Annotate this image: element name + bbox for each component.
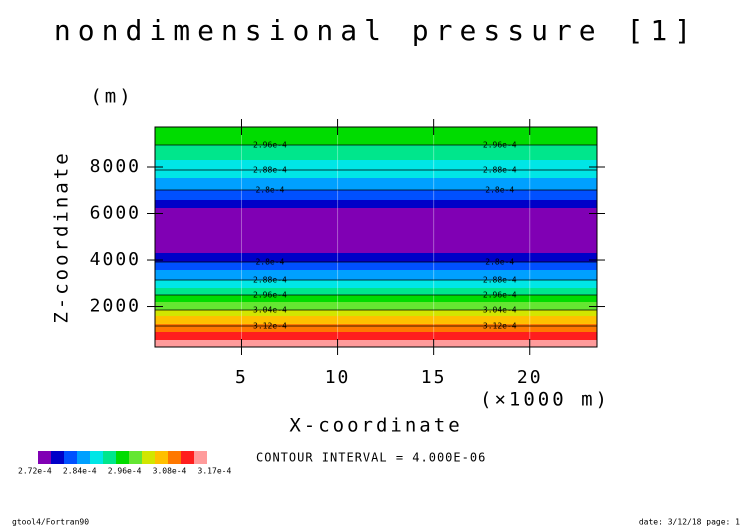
contour-band [155, 127, 597, 145]
contour-label: 3.04e-4 [483, 306, 517, 315]
contour-label: 2.96e-4 [253, 141, 287, 150]
contour-band [155, 332, 597, 340]
colorbar-swatch [64, 451, 77, 464]
contour-label: 2.88e-4 [253, 166, 287, 175]
y-tick-label: 8000 [90, 156, 141, 177]
contour-band [155, 190, 597, 200]
contour-interval: CONTOUR INTERVAL = 4.000E-06 [256, 451, 486, 465]
contour-band [155, 280, 597, 288]
contour-label: 2.8e-4 [485, 186, 514, 195]
colorbar-swatch [90, 451, 103, 464]
x-tick-label: 5 [235, 367, 248, 388]
colorbar-swatch [116, 451, 129, 464]
colorbar-swatch [129, 451, 142, 464]
contour-label: 2.8e-4 [255, 258, 284, 267]
plot-frame [154, 126, 598, 348]
contour-band [155, 270, 597, 280]
colorbar-label: 2.72e-4 [18, 467, 52, 476]
contour-band [155, 323, 597, 332]
contour-band [155, 208, 597, 253]
colorbar-label: 2.96e-4 [108, 467, 142, 476]
colorbar-swatch [38, 451, 51, 464]
contour-band [155, 262, 597, 270]
contour-band [155, 316, 597, 324]
contour-band [155, 253, 597, 262]
contour-band [155, 310, 597, 316]
colorbar-swatch [51, 451, 64, 464]
x-tick-label: 20 [517, 367, 543, 388]
contour-label: 2.96e-4 [253, 291, 287, 300]
y-tick-label: 4000 [90, 249, 141, 270]
colorbar-swatch [194, 451, 207, 464]
contour-label: 2.88e-4 [483, 166, 517, 175]
contour-label: 2.88e-4 [483, 276, 517, 285]
colorbar-label: 3.08e-4 [153, 467, 187, 476]
contour-band [155, 288, 597, 295]
colorbar-label: 3.17e-4 [198, 467, 232, 476]
y-tick-label: 2000 [90, 296, 141, 317]
colorbar-swatch [142, 451, 155, 464]
y-axis-label: Z-coordinate [51, 150, 73, 323]
contour-label: 2.96e-4 [483, 291, 517, 300]
colorbar-swatch [168, 451, 181, 464]
contour-label: 3.04e-4 [253, 306, 287, 315]
contour-label: 2.8e-4 [485, 258, 514, 267]
colorbar-swatch [155, 451, 168, 464]
contour-band [155, 200, 597, 208]
contour-label: 2.8e-4 [255, 186, 284, 195]
colorbar-swatch [77, 451, 90, 464]
x-tick-label: 10 [325, 367, 351, 388]
footer-left: gtool4/Fortran90 [12, 518, 89, 527]
contour-band [155, 295, 597, 302]
footer-right: date: 3/12/18 page: 1 [639, 518, 740, 527]
colorbar-swatch [103, 451, 116, 464]
y-unit: (m) [90, 86, 133, 108]
contour-band [155, 160, 597, 178]
contour-label: 2.96e-4 [483, 141, 517, 150]
contour-label: 3.12e-4 [483, 322, 517, 331]
contour-label: 2.88e-4 [253, 276, 287, 285]
x-unit: (×1000 m) [480, 389, 610, 411]
colorbar-swatch [181, 451, 194, 464]
contour-band [155, 302, 597, 310]
contour-band [155, 145, 597, 160]
y-tick-label: 6000 [90, 203, 141, 224]
chart-title: nondimensional pressure [1] [54, 14, 698, 47]
contour-band [155, 340, 597, 347]
contour-band [155, 178, 597, 190]
x-axis-label: X-coordinate [289, 415, 462, 437]
x-tick-label: 15 [421, 367, 447, 388]
colorbar-label: 2.84e-4 [63, 467, 97, 476]
contour-label: 3.12e-4 [253, 322, 287, 331]
